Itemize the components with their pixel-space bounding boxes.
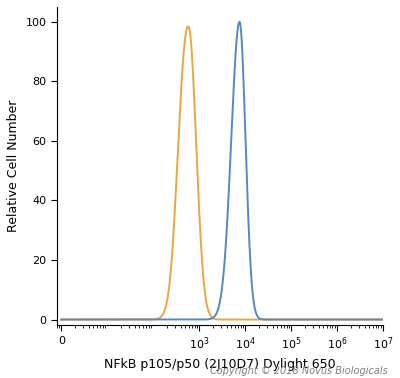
Text: Copyright © 2018 Novus Biologicals: Copyright © 2018 Novus Biologicals: [210, 366, 388, 376]
Y-axis label: Relative Cell Number: Relative Cell Number: [7, 100, 20, 232]
X-axis label: NFkB p105/p50 (2J10D7) Dylight 650: NFkB p105/p50 (2J10D7) Dylight 650: [104, 358, 336, 371]
